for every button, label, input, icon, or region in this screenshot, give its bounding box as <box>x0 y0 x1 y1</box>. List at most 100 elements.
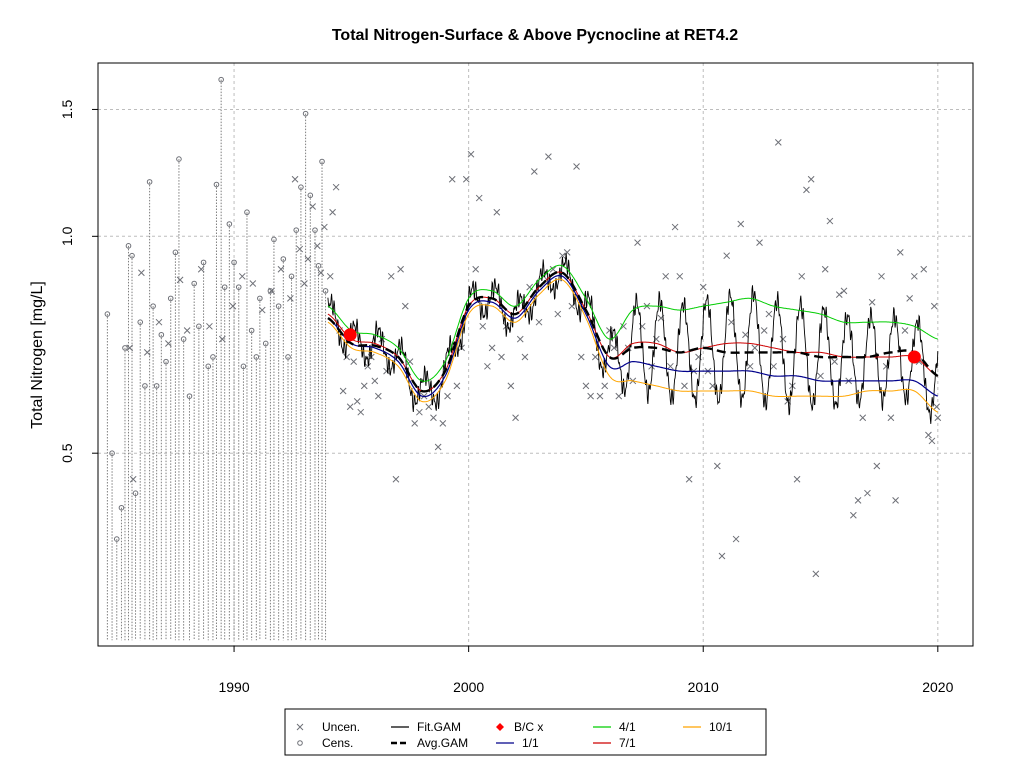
uncensored-point <box>906 295 914 302</box>
legend-label: Avg.GAM <box>417 736 468 750</box>
uncensored-point <box>887 414 895 422</box>
legend-marker-diamond <box>496 723 504 731</box>
uncensored-point <box>821 265 829 273</box>
uncensored-point <box>925 431 932 439</box>
uncensored-point <box>218 335 226 343</box>
censored-point <box>221 284 228 290</box>
uncensored-point <box>296 245 304 253</box>
censored-point <box>137 319 144 325</box>
uncensored-point <box>360 382 368 390</box>
chart-title: Total Nitrogen-Surface & Above Pycnoclin… <box>332 27 738 44</box>
uncensored-point <box>760 327 768 334</box>
censored-point <box>191 280 197 287</box>
legend-box <box>284 708 767 756</box>
censored-point <box>167 295 174 302</box>
x-tick-label: 2020 <box>922 679 953 695</box>
uncensored-point <box>387 272 395 280</box>
uncensored-point <box>911 272 918 280</box>
uncensored-point <box>197 265 205 273</box>
censored-point <box>235 284 242 290</box>
uncensored-point <box>601 382 609 390</box>
censored-point <box>218 76 224 83</box>
censored-point <box>302 110 309 117</box>
legend-entry: Uncen. <box>296 720 360 734</box>
uncensored-point <box>826 217 834 225</box>
uncensored-point <box>896 249 904 256</box>
uncensored-point <box>401 302 409 310</box>
uncensored-point <box>304 255 312 263</box>
uncensored-point <box>488 344 496 352</box>
x-tick-label: 2000 <box>453 679 484 695</box>
uncensored-point <box>676 272 684 280</box>
uncensored-point <box>685 475 693 483</box>
censored-point <box>129 252 135 259</box>
censored-point <box>262 340 269 347</box>
uncensored-points-layer <box>126 139 942 578</box>
uncensored-point <box>662 272 670 280</box>
y-tick-label: 1.0 <box>59 226 75 246</box>
grid-layer <box>98 63 973 646</box>
censored-point <box>240 363 247 370</box>
uncensored-point <box>807 175 815 183</box>
uncensored-point <box>453 382 461 390</box>
censored-point <box>213 181 220 188</box>
avg-gam-line <box>327 270 939 393</box>
legend-label: 10/1 <box>709 720 733 734</box>
censored-point <box>196 323 202 330</box>
uncensored-point <box>229 302 237 310</box>
censored-point <box>172 249 179 256</box>
censored-point <box>293 227 300 233</box>
uncensored-point <box>732 535 740 543</box>
legend-entry: 4/1 <box>593 720 636 734</box>
uncensored-point <box>559 252 566 260</box>
uncensored-point <box>723 252 731 260</box>
uncensored-point <box>165 340 172 347</box>
legend-label: 7/1 <box>619 736 636 750</box>
uncensored-point <box>699 283 707 291</box>
uncensored-point <box>176 276 184 284</box>
uncensored-point <box>277 265 285 273</box>
uncensored-point <box>521 353 529 361</box>
legend-marker-circle <box>297 740 303 746</box>
uncensored-point <box>479 322 487 330</box>
uncensored-point <box>434 443 442 451</box>
legend-entry: 10/1 <box>683 720 733 734</box>
uncensored-point <box>793 475 801 483</box>
y-tick-label: 1.5 <box>59 99 75 119</box>
uncensored-point <box>934 414 942 422</box>
bc-points-layer <box>343 328 921 364</box>
uncensored-point <box>138 269 145 277</box>
censored-point <box>163 358 169 365</box>
uncensored-point <box>549 265 557 273</box>
legend-label: Fit.GAM <box>417 720 461 734</box>
gam-curves-layer <box>327 253 939 424</box>
uncensored-point <box>774 139 782 146</box>
uncensored-point <box>343 353 351 361</box>
legend-label: 1/1 <box>522 736 539 750</box>
uncensored-point <box>350 358 358 365</box>
uncensored-point <box>728 318 735 326</box>
uncensored-point <box>765 310 773 318</box>
uncensored-point <box>498 353 505 361</box>
uncensored-point <box>582 382 590 390</box>
censored-point <box>298 184 304 190</box>
uncensored-point <box>155 318 163 326</box>
censored-point <box>315 263 322 269</box>
series-1-1-line <box>327 274 938 398</box>
censored-point <box>319 158 325 165</box>
censored-point <box>248 327 255 334</box>
uncensored-point <box>249 280 257 287</box>
uncensored-point <box>835 291 843 298</box>
censored-point <box>118 504 125 511</box>
uncensored-point <box>317 269 325 277</box>
uncensored-point <box>817 372 824 380</box>
uncensored-point <box>770 362 777 370</box>
uncensored-point <box>681 382 688 390</box>
censored-point <box>104 311 111 317</box>
uncensored-point <box>475 194 483 202</box>
censored-point <box>312 227 318 233</box>
x-tick-label: 1990 <box>218 679 249 695</box>
uncensored-point <box>667 362 674 370</box>
